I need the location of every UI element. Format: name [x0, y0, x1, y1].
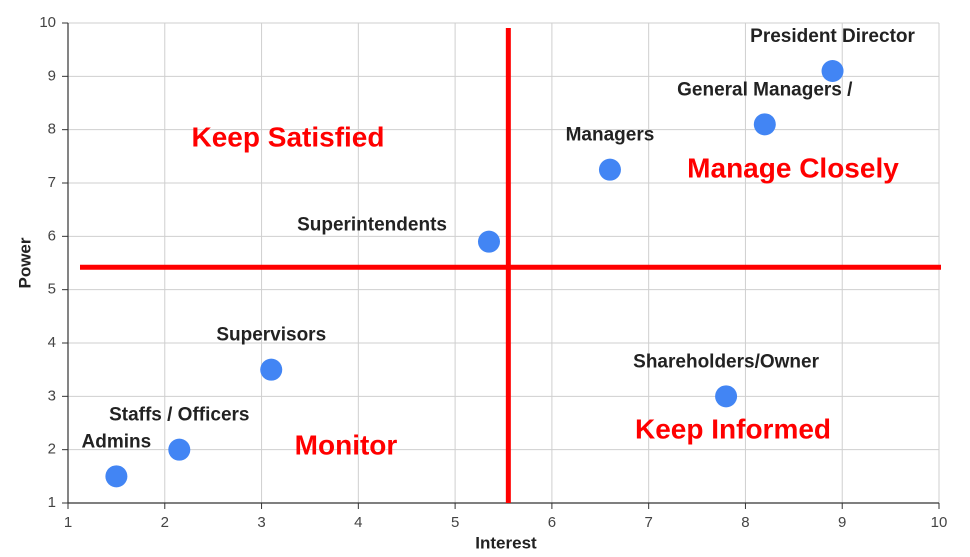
- y-tick-label: 1: [48, 494, 56, 511]
- quadrant-label: Manage Closely: [687, 152, 899, 183]
- y-tick-label: 9: [48, 67, 56, 84]
- x-tick-label: 9: [838, 514, 846, 531]
- x-tick-label: 10: [931, 514, 948, 531]
- point-label: Managers: [566, 125, 655, 146]
- y-tick-label: 3: [48, 387, 56, 404]
- point: [821, 60, 844, 82]
- point: [715, 385, 738, 408]
- quadrant-label: Keep Informed: [635, 413, 831, 444]
- point: [477, 230, 500, 253]
- point: [598, 158, 621, 181]
- point: [260, 358, 283, 381]
- y-tick-label: 4: [48, 334, 56, 351]
- y-tick-label: 8: [48, 121, 56, 138]
- quadrant-label: Keep Satisfied: [192, 121, 385, 152]
- point-label: Superintendents: [297, 215, 447, 236]
- y-tick-label: 10: [39, 14, 56, 31]
- point-label: President Director: [750, 26, 915, 47]
- quadrant-label: Monitor: [295, 429, 398, 460]
- marks: President Director General Managers / Mana…: [80, 26, 941, 503]
- point: [168, 438, 191, 461]
- x-tick-label: 8: [741, 514, 749, 531]
- point-label: Admins: [82, 431, 152, 452]
- grid: 1 2 3 4 5 6 7 8 9 10 1 2 3 4 5 6 7 8 9 10: [39, 14, 947, 531]
- y-axis-title: Power: [15, 237, 34, 288]
- y-tick-label: 2: [48, 441, 56, 458]
- y-tick-label: 5: [48, 281, 56, 298]
- point: [753, 113, 776, 136]
- point-label: Supervisors: [216, 325, 326, 346]
- point-label: Staffs / Officers: [109, 405, 249, 426]
- x-tick-label: 7: [644, 514, 652, 531]
- x-tick-label: 2: [161, 514, 169, 531]
- x-tick-label: 6: [548, 514, 556, 531]
- x-tick-label: 1: [64, 514, 72, 531]
- y-tick-label: 6: [48, 227, 56, 244]
- point-label: General Managers /: [677, 79, 853, 100]
- x-tick-label: 4: [354, 514, 362, 531]
- point-label: Shareholders/Owner: [633, 351, 819, 372]
- x-tick-label: 3: [257, 514, 265, 531]
- x-tick-label: 5: [451, 514, 459, 531]
- point: [105, 465, 128, 488]
- y-tick-label: 7: [48, 174, 56, 191]
- x-axis-title: Interest: [475, 533, 537, 552]
